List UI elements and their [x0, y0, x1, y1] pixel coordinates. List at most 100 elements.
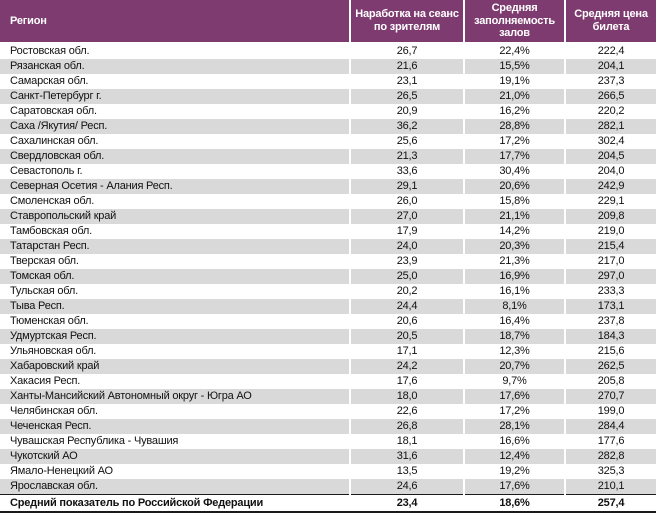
value-cell: 21,0%	[463, 88, 565, 104]
table-footer-row: Средний показатель по Российской Федерац…	[0, 493, 656, 513]
value-cell: 26,5	[349, 88, 464, 104]
value-cell: 22,6	[349, 403, 464, 419]
table-row: Хакасия Респ. 17,6 9,7% 205,8	[0, 373, 656, 389]
value-cell: 15,5%	[463, 58, 565, 74]
value-cell: 17,6%	[463, 478, 565, 494]
value-cell: 205,8	[564, 373, 656, 389]
region-cell: Ростовская обл.	[10, 44, 90, 57]
region-cell: Ульяновская обл.	[10, 344, 97, 357]
region-cell: Чеченская Респ.	[10, 419, 92, 432]
table-row: Ставропольский край 27,0 21,1% 209,8	[0, 208, 656, 224]
value-cell: 30,4%	[463, 163, 565, 179]
region-cell: Тыва Респ.	[10, 299, 65, 312]
region-cell: Ярославская обл.	[10, 479, 98, 492]
table-row: Тыва Респ. 24,4 8,1% 173,1	[0, 298, 656, 314]
table-row: Севастополь г. 33,6 30,4% 204,0	[0, 163, 656, 179]
value-cell: 17,9	[349, 223, 464, 239]
value-cell: 12,3%	[463, 343, 565, 359]
value-cell: 184,3	[564, 328, 656, 344]
value-cell: 17,2%	[463, 133, 565, 149]
region-cell: Санкт-Петербург г.	[10, 89, 102, 102]
value-cell: 325,3	[564, 463, 656, 479]
table-row: Томская обл. 25,0 16,9% 297,0	[0, 268, 656, 284]
value-cell: 33,6	[349, 163, 464, 179]
value-cell: 21,1%	[463, 208, 565, 224]
footer-viewers-value: 23,4	[349, 493, 464, 513]
region-cell: Челябинская обл.	[10, 404, 98, 417]
value-cell: 20,6%	[463, 178, 565, 194]
value-cell: 17,6%	[463, 388, 565, 404]
table-row: Тульская обл. 20,2 16,1% 233,3	[0, 283, 656, 299]
region-cell: Хабаровский край	[10, 359, 100, 372]
value-cell: 237,8	[564, 313, 656, 329]
value-cell: 282,8	[564, 448, 656, 464]
value-cell: 28,8%	[463, 118, 565, 134]
region-cell: Чукотский АО	[10, 449, 78, 462]
table-row: Тверская обл. 23,9 21,3% 217,0	[0, 253, 656, 269]
value-cell: 24,0	[349, 238, 464, 254]
value-cell: 19,1%	[463, 73, 565, 89]
footer-price-value: 257,4	[564, 493, 656, 513]
table-row: Челябинская обл. 22,6 17,2% 199,0	[0, 403, 656, 419]
value-cell: 20,6	[349, 313, 464, 329]
region-cell: Рязанская обл.	[10, 59, 85, 72]
value-cell: 215,6	[564, 343, 656, 359]
column-header-ticket-price: Средняя цена билета	[564, 0, 656, 43]
table-row: Смоленская обл. 26,0 15,8% 229,1	[0, 193, 656, 209]
value-cell: 297,0	[564, 268, 656, 284]
column-header-region: Регион	[0, 0, 350, 43]
table-row: Удмуртская Респ. 20,5 18,7% 184,3	[0, 328, 656, 344]
value-cell: 20,3%	[463, 238, 565, 254]
region-cell: Ставропольский край	[10, 209, 117, 222]
value-cell: 262,5	[564, 358, 656, 374]
table-header-row: Регион Наработка на сеанс по зрителям Ср…	[0, 0, 656, 43]
value-cell: 26,7	[349, 42, 464, 59]
value-cell: 210,1	[564, 478, 656, 494]
table-row: Татарстан Респ. 24,0 20,3% 215,4	[0, 238, 656, 254]
value-cell: 199,0	[564, 403, 656, 419]
value-cell: 26,8	[349, 418, 464, 434]
value-cell: 18,0	[349, 388, 464, 404]
value-cell: 23,9	[349, 253, 464, 269]
table-row: Рязанская обл. 21,6 15,5% 204,1	[0, 58, 656, 74]
table-row: Хабаровский край 24,2 20,7% 262,5	[0, 358, 656, 374]
value-cell: 16,1%	[463, 283, 565, 299]
value-cell: 222,4	[564, 42, 656, 59]
value-cell: 27,0	[349, 208, 464, 224]
table-row: Ростовская обл. 26,7 22,4% 222,4	[0, 42, 656, 59]
region-cell: Северная Осетия - Алания Респ.	[10, 179, 173, 192]
value-cell: 270,7	[564, 388, 656, 404]
region-cell: Томская обл.	[10, 269, 75, 282]
value-cell: 16,2%	[463, 103, 565, 119]
value-cell: 18,7%	[463, 328, 565, 344]
value-cell: 12,4%	[463, 448, 565, 464]
value-cell: 20,7%	[463, 358, 565, 374]
region-cell: Свердловская обл.	[10, 149, 105, 162]
column-header-occupancy: Средняя заполняемость залов	[463, 0, 565, 43]
region-cell: Севастополь г.	[10, 164, 83, 177]
region-cell: Ямало-Ненецкий АО	[10, 464, 113, 477]
value-cell: 16,9%	[463, 268, 565, 284]
table-row: Самарская обл. 23,1 19,1% 237,3	[0, 73, 656, 89]
value-cell: 14,2%	[463, 223, 565, 239]
table-row: Ульяновская обл. 17,1 12,3% 215,6	[0, 343, 656, 359]
value-cell: 24,4	[349, 298, 464, 314]
value-cell: 22,4%	[463, 42, 565, 59]
value-cell: 204,5	[564, 148, 656, 164]
value-cell: 21,3%	[463, 253, 565, 269]
footer-label: Средний показатель по Российской Федерац…	[0, 493, 350, 513]
value-cell: 9,7%	[463, 373, 565, 389]
value-cell: 266,5	[564, 88, 656, 104]
value-cell: 20,9	[349, 103, 464, 119]
value-cell: 24,6	[349, 478, 464, 494]
value-cell: 20,2	[349, 283, 464, 299]
value-cell: 204,1	[564, 58, 656, 74]
region-cell: Смоленская обл.	[10, 194, 95, 207]
table-row: Тюменская обл. 20,6 16,4% 237,8	[0, 313, 656, 329]
table-row: Санкт-Петербург г. 26,5 21,0% 266,5	[0, 88, 656, 104]
value-cell: 21,6	[349, 58, 464, 74]
value-cell: 15,8%	[463, 193, 565, 209]
value-cell: 17,2%	[463, 403, 565, 419]
value-cell: 16,6%	[463, 433, 565, 449]
